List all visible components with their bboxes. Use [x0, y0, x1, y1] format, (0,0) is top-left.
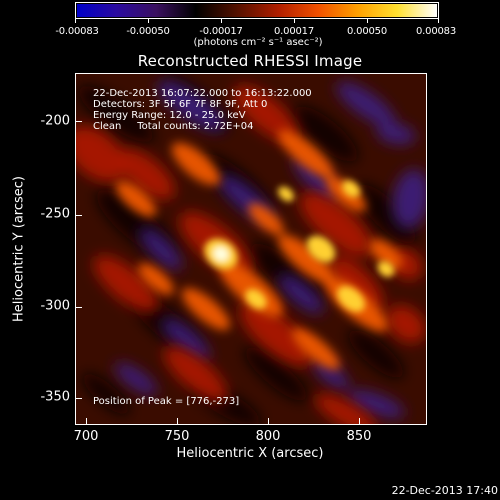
x-tick	[177, 418, 178, 424]
x-tick-label: 850	[346, 429, 372, 444]
y-axis-label: Heliocentric Y (arcsec)	[11, 176, 27, 322]
x-tick-label: 750	[164, 429, 190, 444]
x-axis-label: Heliocentric X (arcsec)	[176, 446, 324, 461]
colorbar-tick	[75, 19, 76, 23]
x-tick-label: 800	[255, 429, 281, 444]
colorbar-tick-label: -0.00050	[126, 26, 170, 37]
y-tick-label: -250	[40, 206, 70, 222]
colorbar-tick	[221, 19, 222, 23]
colorbar-tick	[294, 19, 295, 23]
colorbar-tick	[148, 19, 149, 23]
image-plot-frame	[75, 73, 427, 425]
x-tick-label: 700	[73, 429, 99, 444]
y-tick	[76, 307, 82, 308]
x-tick	[268, 418, 269, 424]
colorbar-tick-label: 0.00083	[416, 26, 456, 37]
info-time-range: 22-Dec-2013 16:07:22.000 to 16:13:22.000	[93, 88, 312, 99]
info-energy-range: Energy Range: 12.0 - 25.0 keV	[93, 110, 246, 121]
colorbar-tick-label: -0.00083	[55, 26, 99, 37]
colorbar-units-label: (photons cm⁻² s⁻¹ asec⁻²)	[193, 37, 323, 48]
colorbar	[75, 2, 439, 19]
x-tick	[86, 418, 87, 424]
y-tick	[76, 215, 82, 216]
y-tick-label: -350	[40, 389, 70, 405]
y-tick	[76, 121, 82, 122]
y-tick-label: -300	[40, 298, 70, 314]
colorbar-gradient	[77, 4, 437, 17]
colorbar-tick-label: -0.00017	[199, 26, 243, 37]
peak-position-text: Position of Peak = [776,-273]	[93, 396, 240, 407]
colorbar-tick	[438, 19, 439, 23]
y-tick-label: -200	[40, 113, 70, 129]
colorbar-tick-label: 0.00050	[347, 26, 387, 37]
footer-timestamp: 22-Dec-2013 17:40	[391, 484, 498, 497]
colorbar-tick-label: 0.00017	[274, 26, 314, 37]
info-detectors: Detectors: 3F 5F 6F 7F 8F 9F, Att 0	[93, 99, 268, 110]
colorbar-tick	[367, 19, 368, 23]
plot-title: Reconstructed RHESSI Image	[137, 52, 363, 70]
x-tick	[359, 418, 360, 424]
y-tick	[76, 398, 82, 399]
rhessi-image	[76, 74, 426, 424]
info-clean-counts: Clean Total counts: 2.72E+04	[93, 121, 254, 132]
